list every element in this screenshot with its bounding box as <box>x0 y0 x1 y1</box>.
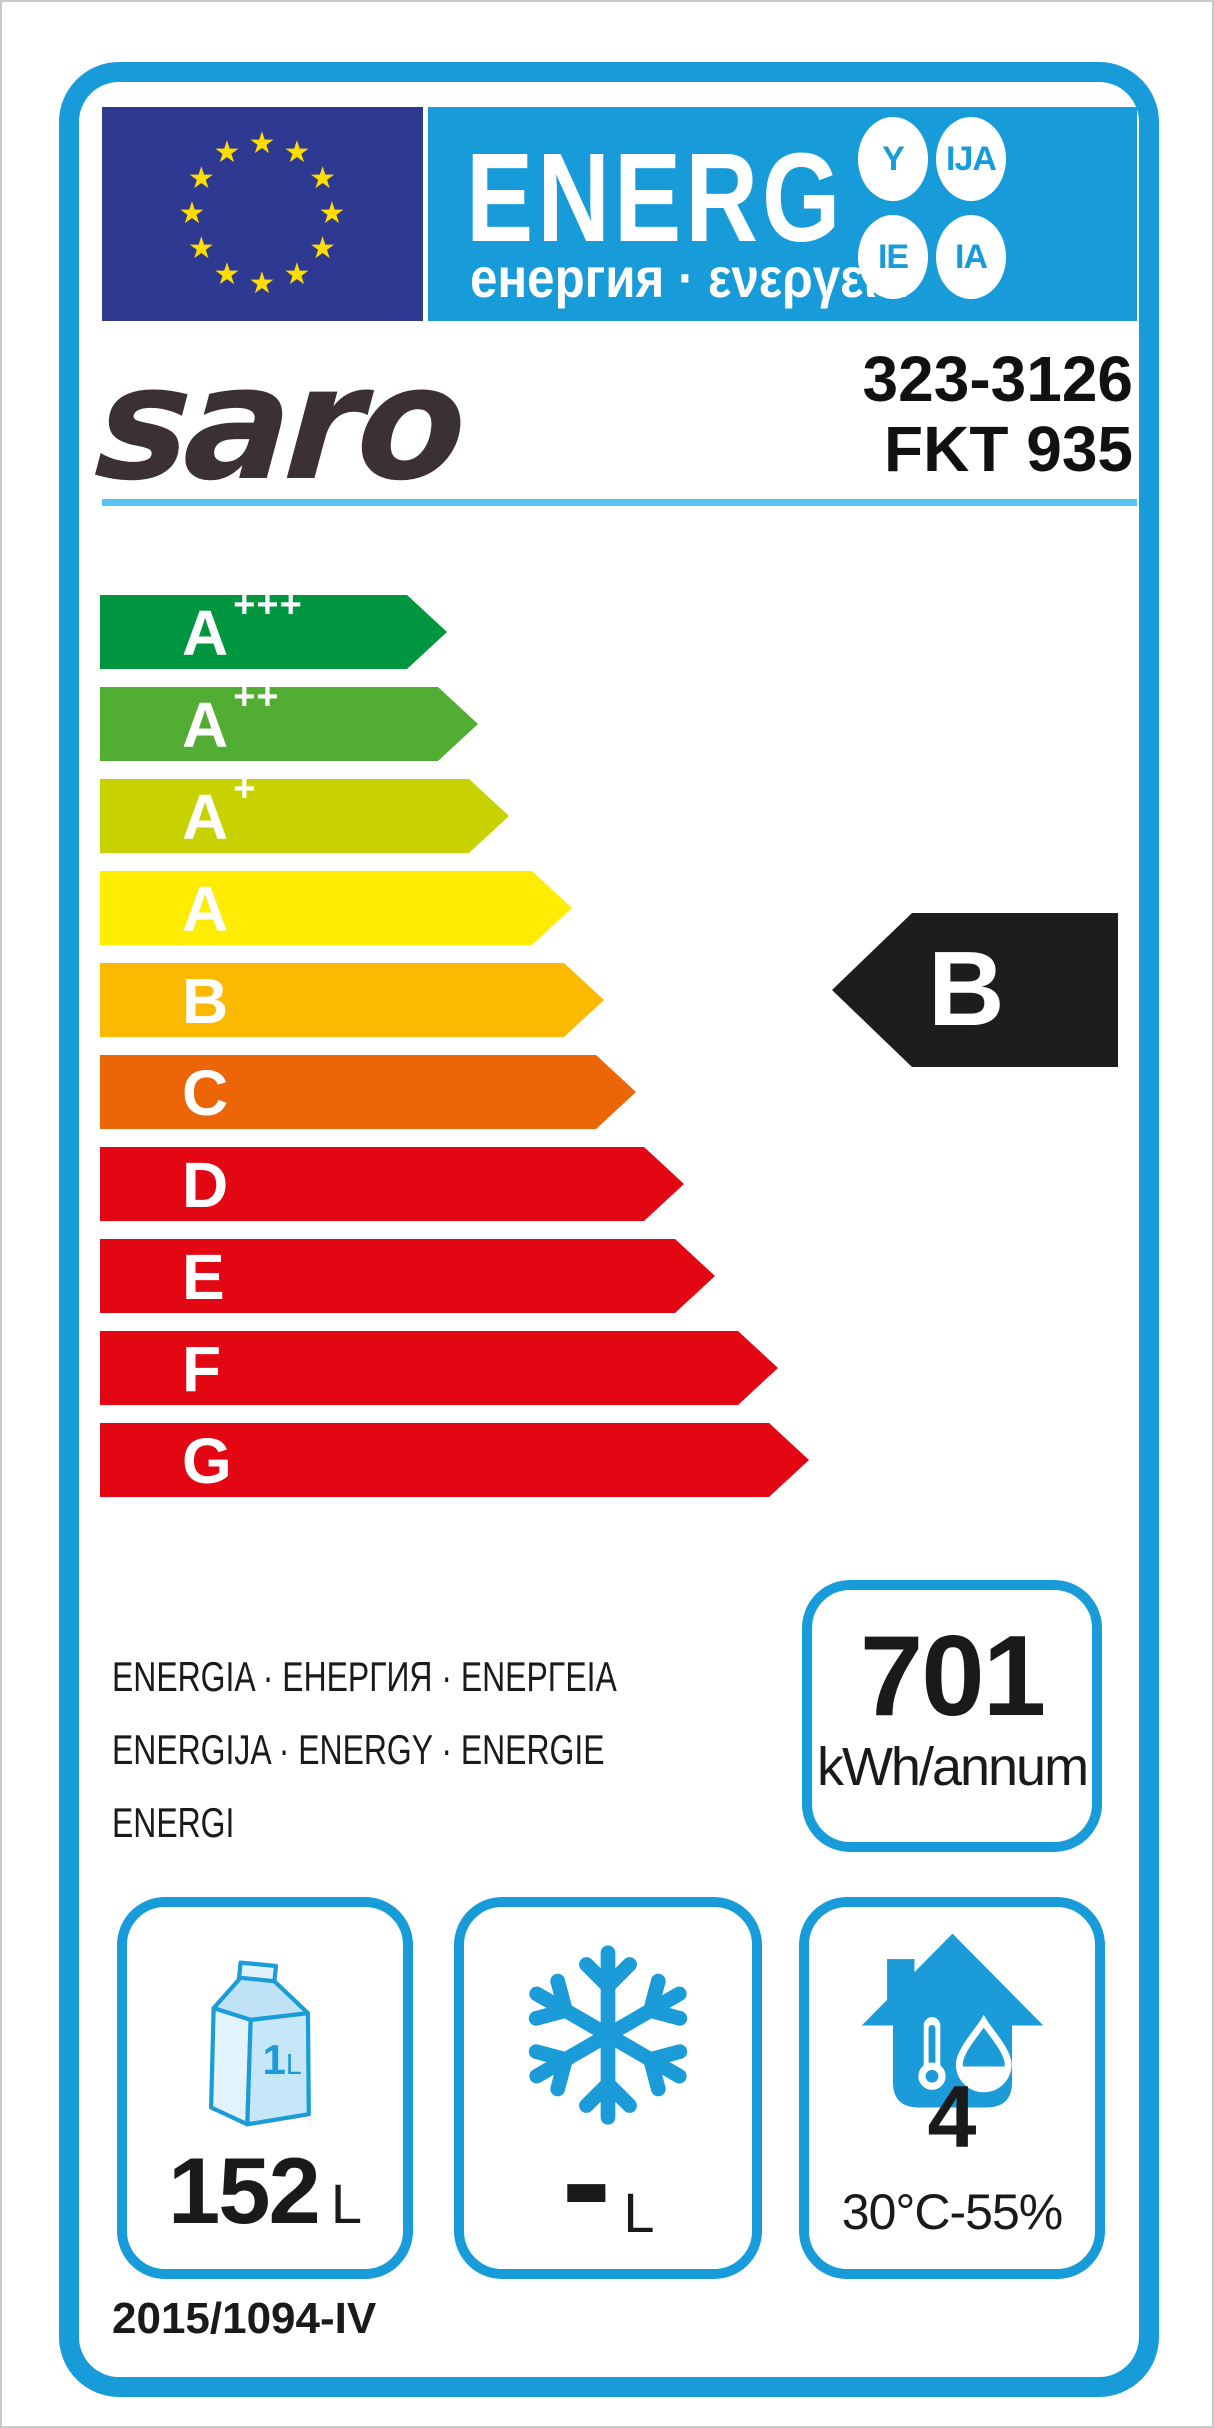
climate-class-value: 4 <box>927 2067 977 2166</box>
energy-words-line1: ENERGIA · ЕНЕРГИЯ · ΕΝΕΡΓΕΙΑ <box>112 1653 617 1700</box>
suffix-circle-ija: IJA <box>936 117 1006 201</box>
scale-row-g: G <box>100 1423 809 1497</box>
suffix-circle-y: Y <box>858 117 928 201</box>
scale-row-a: A <box>100 871 572 945</box>
suffix-circle-ie: IE <box>858 215 928 299</box>
freezer-volume-value: - L <box>561 2096 655 2264</box>
fridge-volume-box: 1L 152 L <box>117 1897 413 2279</box>
article-number: 323-3126 <box>862 343 1133 415</box>
scale-row-f: F <box>100 1331 778 1405</box>
milk-carton-icon: 1L <box>127 1927 403 2170</box>
suffix-circle-ia: IA <box>936 215 1006 299</box>
scale-row-c: C <box>100 1055 636 1129</box>
climate-class-detail: 30°C-55% <box>841 2184 1063 2240</box>
eu-star: ★ <box>309 161 337 196</box>
eu-star: ★ <box>187 231 215 266</box>
svg-text:1L: 1L <box>262 2036 301 2083</box>
scale-row-e: E <box>100 1239 715 1313</box>
energy-words-line2: ENERGIJA · ENERGY · ENERGIE <box>112 1726 605 1773</box>
snowflake-icon <box>464 1927 752 2148</box>
header-divider <box>102 499 1137 506</box>
energy-words-line3: ENERGI <box>112 1799 235 1846</box>
eu-star: ★ <box>309 231 337 266</box>
scale-row-b: B <box>100 963 604 1037</box>
model-block: 323-3126 FKT 935 <box>863 344 1133 484</box>
eu-star: ★ <box>187 161 215 196</box>
house-climate-icon <box>809 1927 1095 2124</box>
scale-row-d: D <box>100 1147 684 1221</box>
regulation-number: 2015/1094-IV <box>112 2294 377 2343</box>
eu-star: ★ <box>213 256 241 292</box>
energ-subtitle: енергия · ενεργεια <box>470 246 908 309</box>
eu-star: ★ <box>283 256 311 292</box>
energ-banner: ENERG енергия · ενεργεια Y IJA IE IA <box>428 107 1137 321</box>
climate-class-box: 4 30°C-55% <box>799 1897 1105 2279</box>
consumption-box: 701 kWh/annum <box>802 1580 1102 1852</box>
consumption-value: 701 <box>859 1613 1046 1740</box>
eu-star: ★ <box>213 135 241 171</box>
energ-text: ENERG <box>466 127 845 268</box>
eu-star: ★ <box>248 266 276 301</box>
eu-star: ★ <box>248 126 276 161</box>
efficiency-scale: A +++ A ++ A + A B C D E F G <box>100 595 809 1515</box>
brand-logo: saro <box>90 332 467 516</box>
scale-row-a+: A + <box>100 779 509 853</box>
eu-star: ★ <box>283 135 311 171</box>
label-border <box>59 62 1159 2397</box>
eu-flag: ★ ★ ★ ★ ★ ★ ★ ★ ★ ★ ★ ★ <box>102 107 423 321</box>
scale-row-a++: A ++ <box>100 687 478 761</box>
eu-star: ★ <box>178 196 206 231</box>
fridge-volume-value: 152 L <box>168 2138 362 2243</box>
freezer-volume-box: - L <box>454 1897 762 2279</box>
energy-words: ENERGIA · ЕНЕРГИЯ · ΕΝΕΡΓΕΙΑ ENERGIJA · … <box>112 1640 776 1859</box>
model-number: FKT 935 <box>884 413 1133 485</box>
rating-letter: B <box>928 930 1005 1048</box>
scale-row-a+++: A +++ <box>100 595 447 669</box>
eu-star: ★ <box>318 196 346 231</box>
consumption-unit: kWh/annum <box>816 1737 1089 1797</box>
